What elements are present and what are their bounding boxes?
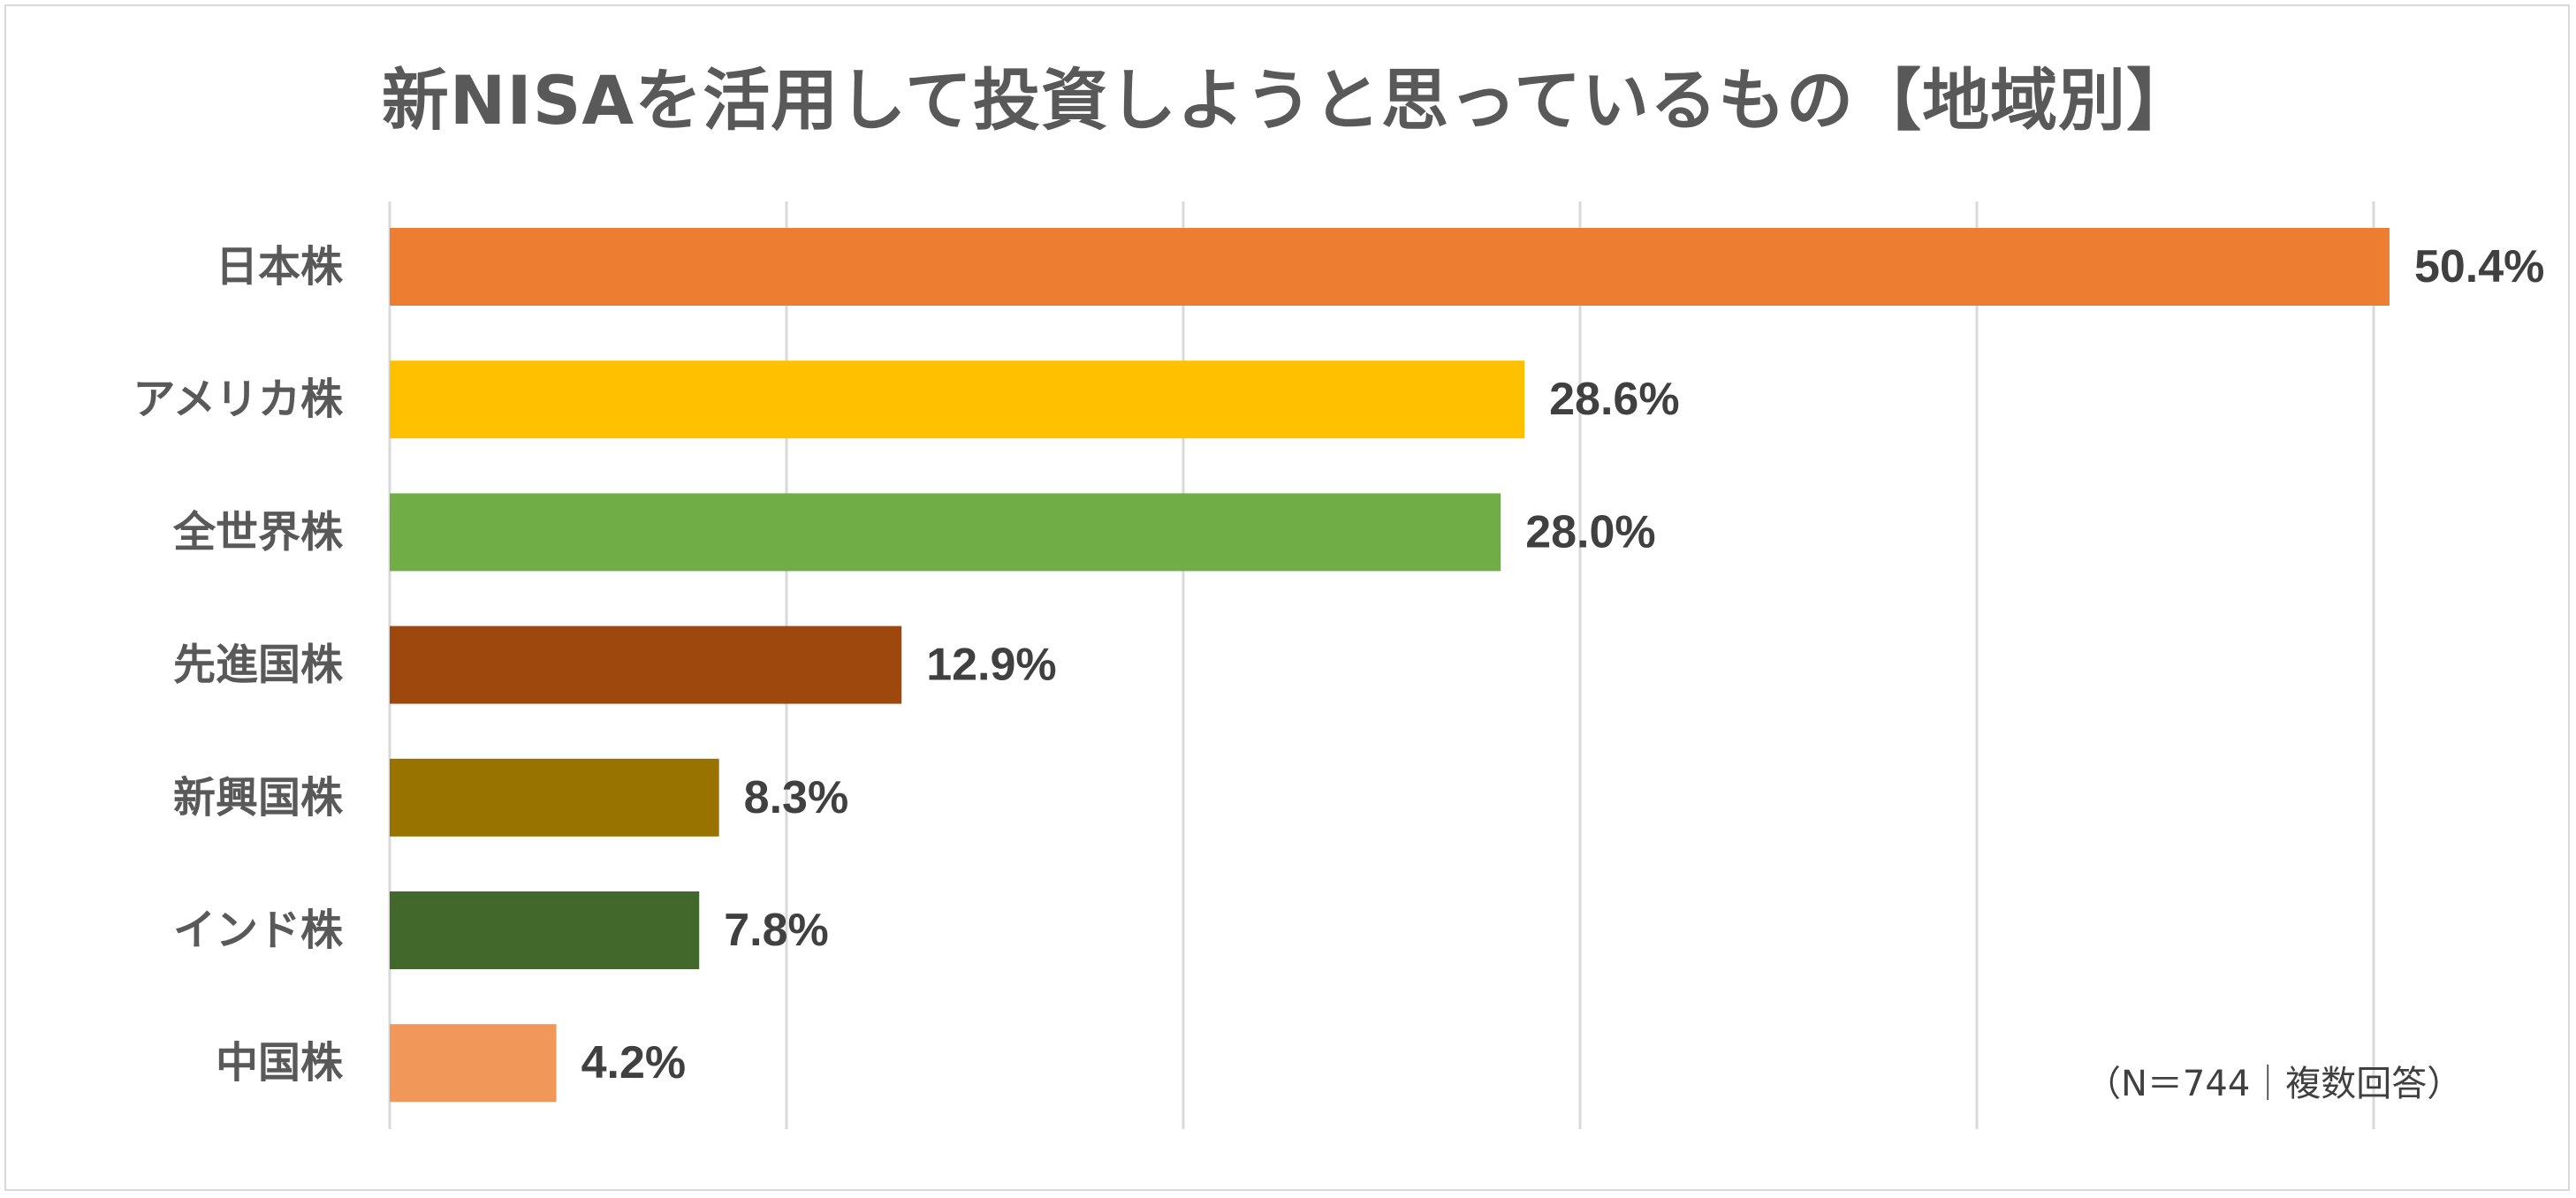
category-label-2: 全世界株 [172,507,344,557]
bar-4 [390,758,719,837]
bar-1 [390,360,1525,439]
category-label-4: 新興国株 [173,773,344,823]
bars [390,228,2390,1103]
bar-6 [390,1024,557,1103]
bar-0 [390,228,2390,306]
category-label-0: 日本株 [216,242,344,292]
value-label-2: 28.0% [1525,506,1655,557]
chart-frame [4,4,2570,1191]
category-label-5: インド株 [173,906,344,955]
bar-3 [390,626,902,704]
value-label-5: 7.8% [724,905,829,956]
bar-2 [390,493,1501,572]
value-labels: 50.4% 28.6% 28.0% 12.9% 8.3% 7.8% 4.2% [581,241,2545,1088]
category-label-1: アメリカ株 [133,375,344,424]
sample-note: （N＝744｜複数回答） [2086,1064,2463,1104]
category-label-3: 先進国株 [173,641,344,690]
value-label-4: 8.3% [744,772,849,823]
category-label-6: 中国株 [216,1038,344,1088]
bar-5 [390,891,700,969]
value-label-0: 50.4% [2414,241,2544,292]
value-label-3: 12.9% [926,640,1056,691]
chart-title: 新NISAを活用して投資しようと思っているもの【地域別】 [381,61,2195,140]
value-label-6: 4.2% [581,1037,687,1088]
value-label-1: 28.6% [1549,374,1679,425]
